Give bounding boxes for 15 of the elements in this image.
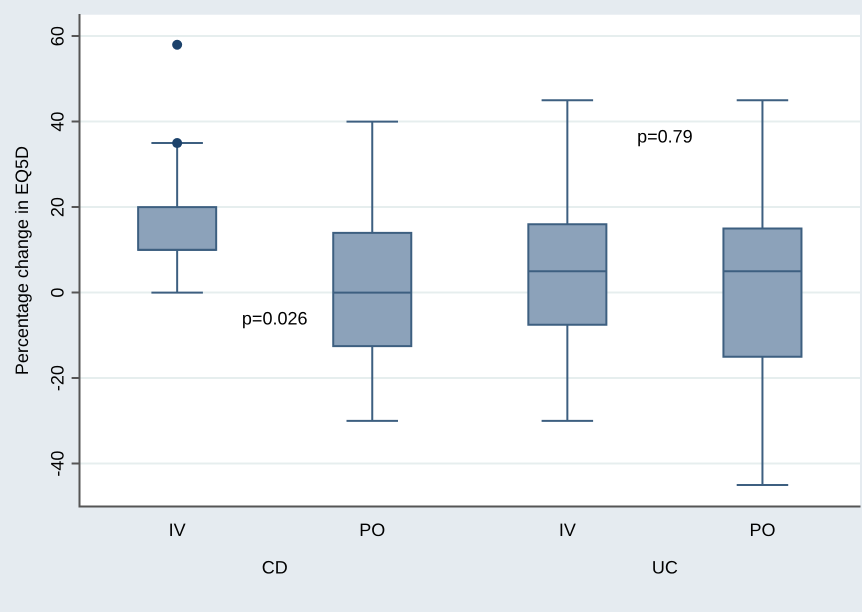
y-tick-label: 40 <box>48 112 68 132</box>
x-tick-label: PO <box>359 520 386 540</box>
y-axis-title: Percentage change in EQ5D <box>12 146 32 376</box>
y-tick-label: 20 <box>48 197 68 218</box>
annotation: p=0.79 <box>637 126 693 147</box>
y-tick-label: -20 <box>48 365 68 392</box>
x-tick-label: IV <box>558 520 576 540</box>
x-tick-label: IV <box>168 520 186 540</box>
x-tick-label: PO <box>749 520 776 540</box>
y-tick-label: 60 <box>48 26 68 46</box>
text: CD <box>262 557 288 578</box>
y-tick-label: 0 <box>48 288 68 298</box>
annotation: p=0.026 <box>242 308 308 329</box>
y-tick-label: -40 <box>48 450 68 477</box>
text: UC <box>652 557 678 578</box>
